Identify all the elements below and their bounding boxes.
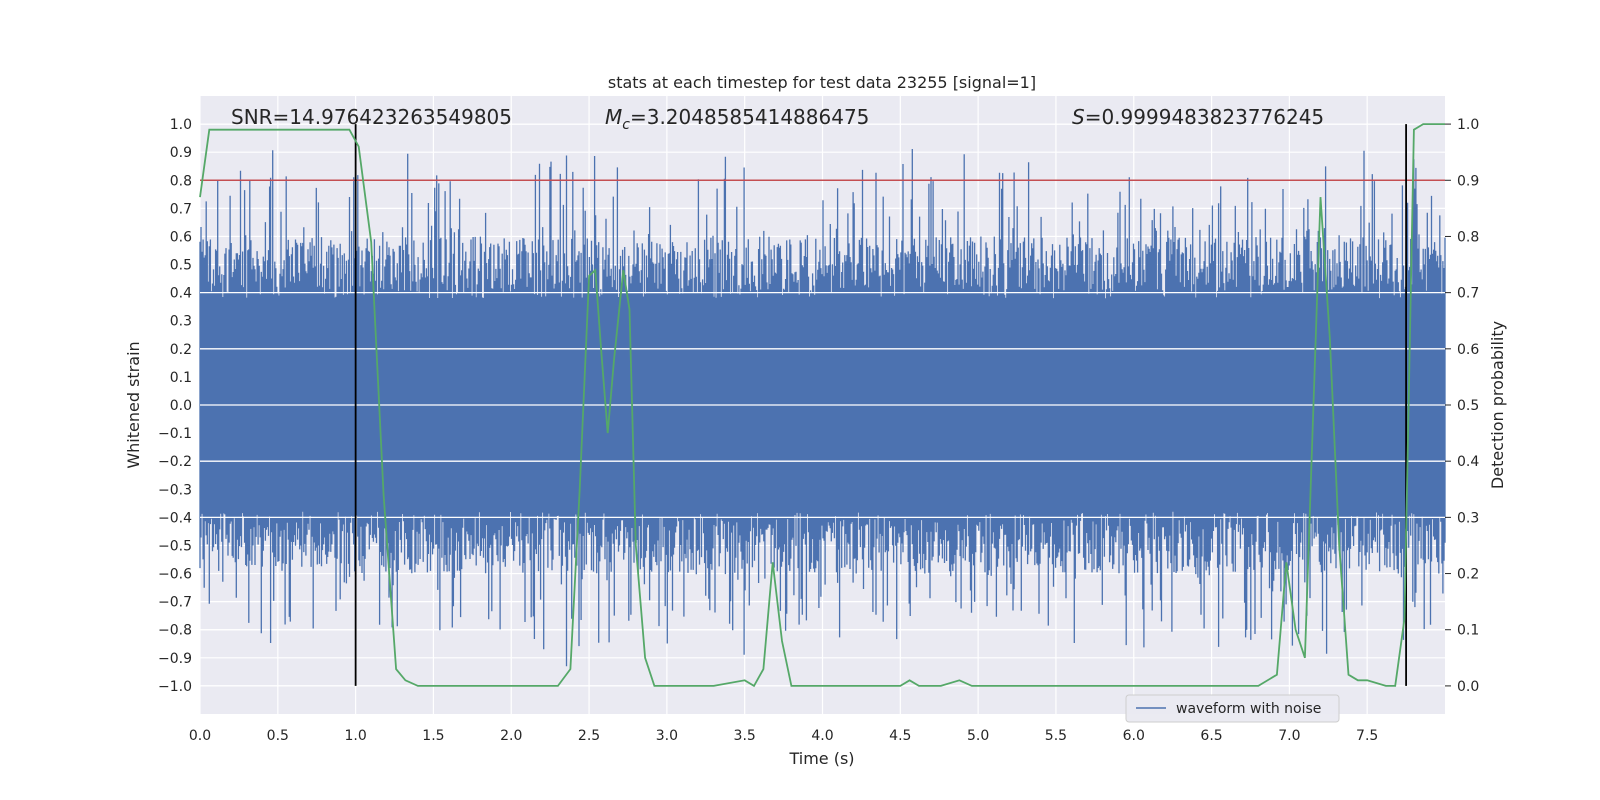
y-tick-right: 0.5: [1457, 398, 1479, 414]
chirp-mass-value: =3.2048585414886475: [630, 105, 869, 129]
chirp-mass-subscript: c: [622, 117, 630, 133]
x-axis-ticks: 0.0 0.5 1.0 1.5 2.0 2.5 3.0 3.5 4.0 4.5 5.0 5.5 6.0 6…: [189, 728, 1378, 744]
x-tick: 0.5: [267, 728, 289, 744]
x-tick: 2.0: [500, 728, 522, 744]
y-tick-left: 0.3: [170, 314, 192, 330]
y-axis-right-label: Detection probability: [1488, 321, 1507, 489]
x-tick: 2.5: [578, 728, 600, 744]
x-tick: 4.5: [889, 728, 911, 744]
chart-title: stats at each timestep for test data 232…: [608, 73, 1036, 92]
probability-series: [199, 123, 1445, 688]
y-tick-right: 0.2: [1457, 567, 1479, 583]
y-tick-left: 0.7: [170, 201, 192, 217]
x-axis-label: Time (s): [788, 749, 854, 768]
y-tick-left: 0.0: [170, 398, 192, 414]
y-tick-left: −0.4: [158, 510, 192, 526]
chirp-mass-symbol: M: [605, 105, 622, 129]
x-tick: 3.5: [734, 728, 756, 744]
y-tick-right: 1.0: [1457, 117, 1479, 133]
snr-annotation: SNR=14.976423263549805: [231, 105, 512, 129]
y-tick-right: 0.4: [1457, 454, 1479, 470]
score-annotation: S=0.9999483823776245: [1072, 105, 1324, 129]
y-tick-left: −0.7: [158, 595, 192, 611]
y-tick-left: −0.6: [158, 567, 192, 583]
y-axis-right-ticks: 1.0 0.9 0.8 0.7 0.6 0.5 0.4 0.3 0.2 0.1 0.0: [1445, 117, 1479, 695]
x-tick: 1.0: [344, 728, 366, 744]
x-tick: 1.5: [422, 728, 444, 744]
x-tick: 6.0: [1123, 728, 1145, 744]
y-axis-left-label: Whitened strain: [124, 341, 143, 468]
y-axis-left-ticks: 1.0 0.9 0.8 0.7 0.6 0.5 0.4 0.3 0.2 0.1 0.0 −0.1 −0.…: [158, 117, 192, 695]
y-tick-left: −0.2: [158, 454, 192, 470]
chirp-mass-annotation: Mc=3.2048585414886475: [605, 105, 869, 133]
x-tick: 5.0: [967, 728, 989, 744]
y-tick-left: 0.9: [170, 145, 192, 161]
legend-box: [1125, 694, 1340, 723]
y-tick-right: 0.8: [1457, 229, 1479, 245]
y-tick-left: 1.0: [170, 117, 192, 133]
y-tick-left: 0.5: [170, 258, 192, 274]
x-tick: 6.5: [1200, 728, 1222, 744]
x-tick: 7.5: [1356, 728, 1378, 744]
score-symbol: S: [1072, 105, 1085, 129]
y-tick-right: 0.0: [1457, 679, 1479, 695]
y-tick-right: 0.3: [1457, 510, 1479, 526]
x-tick: 5.5: [1045, 728, 1067, 744]
score-value: =0.9999483823776245: [1085, 105, 1324, 129]
y-tick-right: 0.7: [1457, 286, 1479, 302]
y-tick-left: 0.4: [170, 286, 192, 302]
y-tick-left: 0.1: [170, 370, 192, 386]
y-tick-left: −0.5: [158, 538, 192, 554]
y-tick-right: 0.1: [1457, 623, 1479, 639]
y-tick-left: −0.3: [158, 482, 192, 498]
y-tick-left: 0.6: [170, 229, 192, 245]
x-tick: 0.0: [189, 728, 211, 744]
y-tick-left: −1.0: [158, 679, 192, 695]
x-tick: 4.0: [811, 728, 833, 744]
y-tick-left: −0.8: [158, 623, 192, 639]
x-tick: 7.0: [1278, 728, 1300, 744]
vertical-markers: [354, 124, 1407, 686]
probability-line: [199, 123, 1445, 688]
y-tick-left: −0.1: [158, 426, 192, 442]
legend: waveform with noise: [1125, 694, 1340, 723]
legend-entry: waveform with noise: [1176, 701, 1321, 717]
y-tick-right: 0.9: [1457, 173, 1479, 189]
y-tick-left: 0.8: [170, 173, 192, 189]
y-tick-right: 0.6: [1457, 342, 1479, 358]
waveform-series: [199, 149, 1446, 667]
x-tick: 3.0: [656, 728, 678, 744]
y-tick-left: −0.9: [158, 651, 192, 667]
y-tick-left: 0.2: [170, 342, 192, 358]
